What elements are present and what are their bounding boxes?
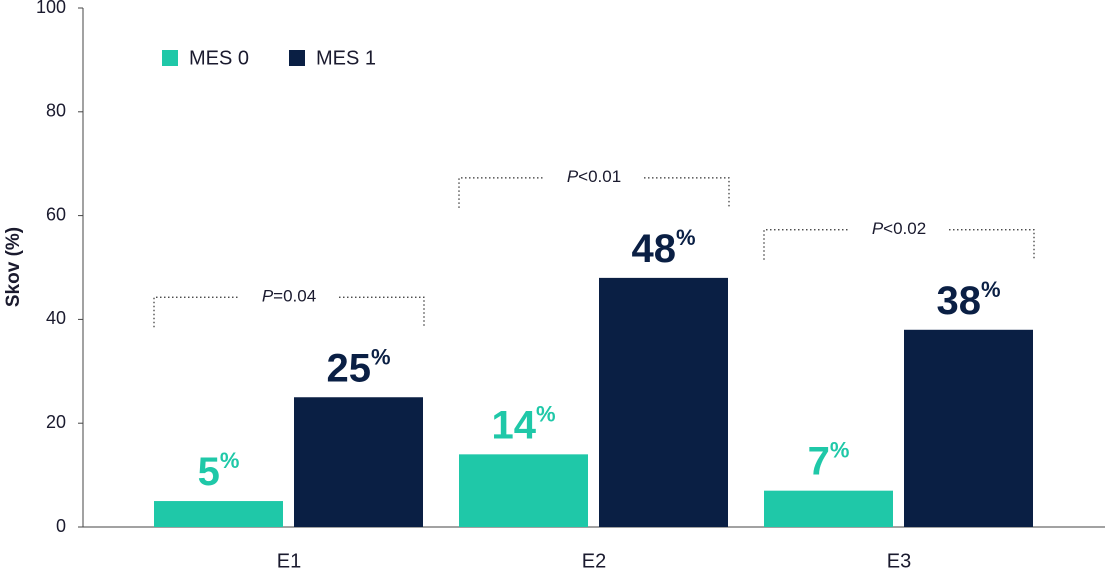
value-label: 14% xyxy=(491,401,555,447)
bar xyxy=(154,501,283,527)
legend-label: MES 0 xyxy=(189,47,249,69)
p-value: P<0.02 xyxy=(872,219,926,238)
bar xyxy=(294,397,423,527)
y-tick-label: 20 xyxy=(46,412,66,432)
p-rest: =0.04 xyxy=(273,287,316,306)
value-unit: % xyxy=(371,344,391,369)
p-rest: <0.02 xyxy=(883,219,926,238)
y-tick-label: 80 xyxy=(46,101,66,121)
value-unit: % xyxy=(536,401,556,426)
bracket xyxy=(458,177,730,208)
value-unit: % xyxy=(830,437,850,462)
p-letter: P xyxy=(567,167,579,186)
value-number: 25 xyxy=(326,346,371,390)
p-value: P<0.01 xyxy=(567,167,621,186)
bracket xyxy=(763,229,1035,260)
y-tick-label: 40 xyxy=(46,308,66,328)
y-tick-label: 0 xyxy=(56,516,66,536)
bar xyxy=(599,277,728,527)
bar xyxy=(764,490,893,527)
x-tick-label: E1 xyxy=(277,550,301,572)
value-label: 25% xyxy=(326,344,390,390)
value-label: 48% xyxy=(631,225,695,271)
value-number: 14 xyxy=(491,403,536,447)
legend-swatch xyxy=(162,50,178,66)
legend-swatch xyxy=(289,50,305,66)
bar xyxy=(459,454,588,527)
bar xyxy=(904,329,1033,527)
value-number: 38 xyxy=(936,278,981,322)
legend-label: MES 1 xyxy=(316,47,376,69)
x-tick-label: E2 xyxy=(582,550,606,572)
p-value: P=0.04 xyxy=(262,287,316,306)
bracket xyxy=(153,296,425,328)
x-tick-label: E3 xyxy=(887,550,911,572)
value-unit: % xyxy=(676,225,696,250)
value-number: 5 xyxy=(198,450,220,494)
value-unit: % xyxy=(220,448,240,473)
value-label: 7% xyxy=(808,437,850,483)
value-number: 7 xyxy=(808,439,830,483)
y-tick-label: 60 xyxy=(46,204,66,224)
y-tick-label: 100 xyxy=(36,0,66,17)
value-label: 38% xyxy=(936,277,1000,323)
value-number: 48 xyxy=(631,226,676,270)
y-axis-label: Skov (%) xyxy=(3,227,24,307)
value-label: 5% xyxy=(198,448,240,494)
p-letter: P xyxy=(262,287,274,306)
p-letter: P xyxy=(872,219,884,238)
p-rest: <0.01 xyxy=(578,167,621,186)
value-unit: % xyxy=(981,277,1001,302)
